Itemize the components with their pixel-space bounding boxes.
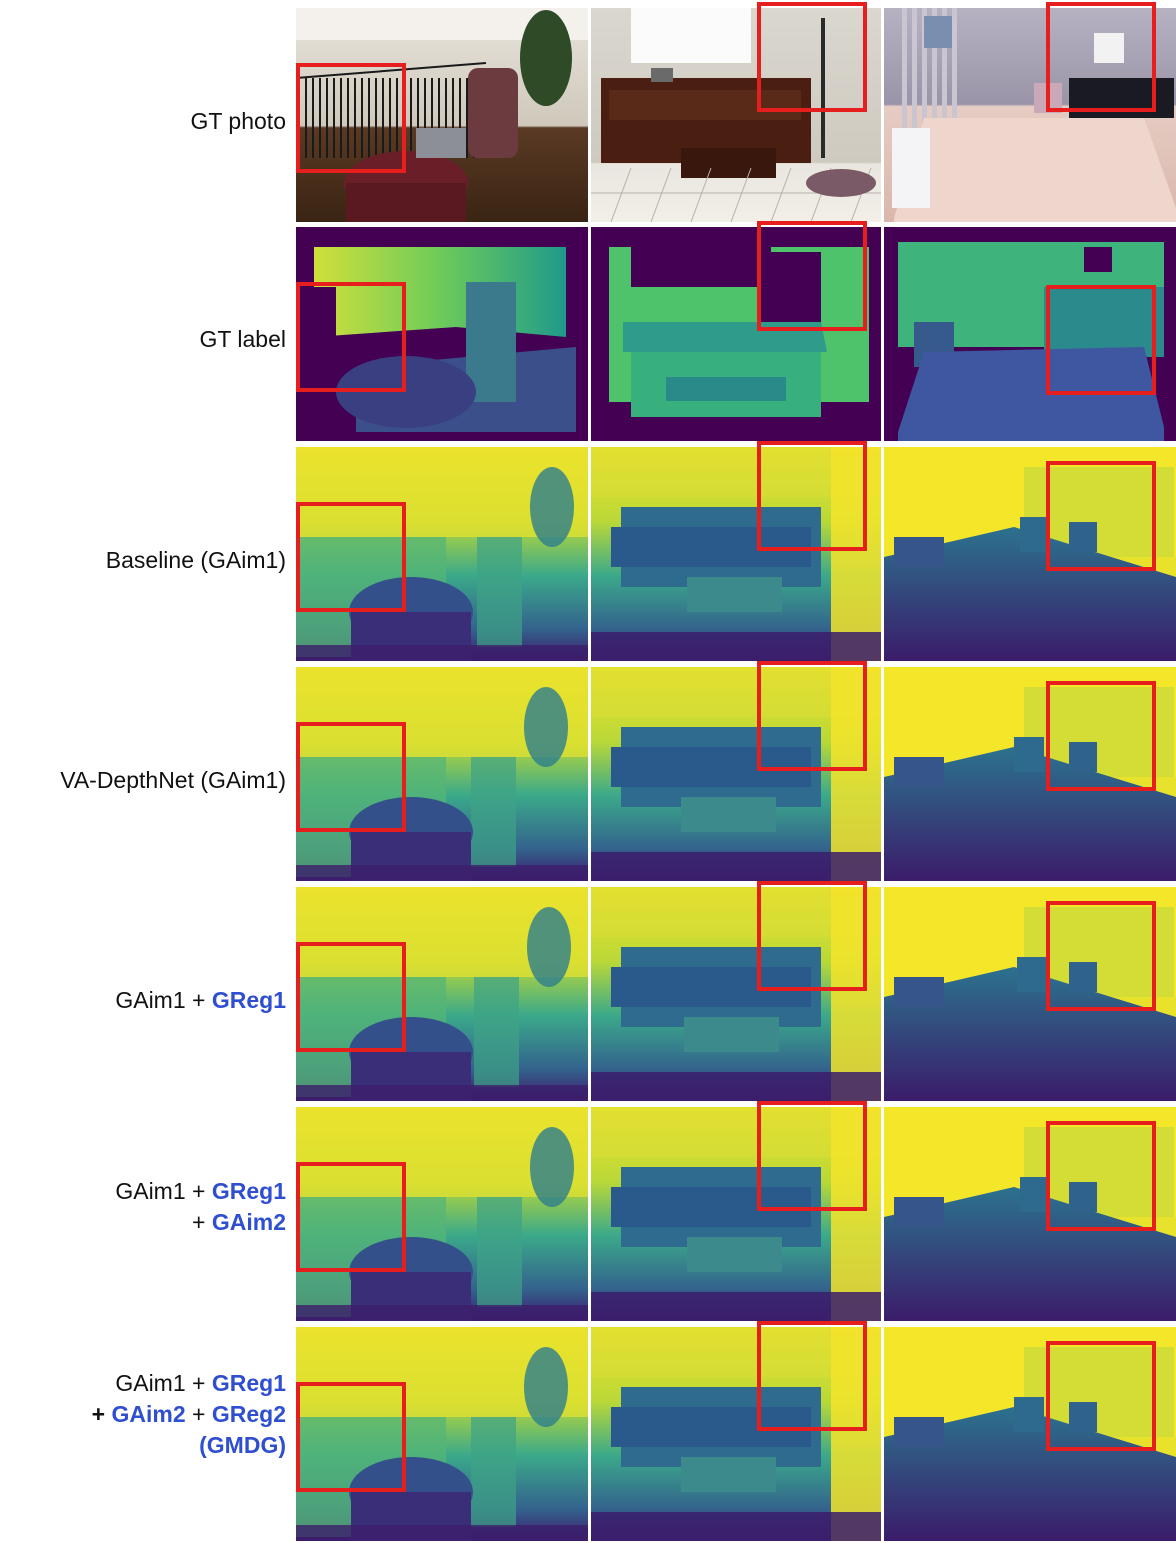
va-depthnet-highlight-box-2 — [757, 661, 867, 771]
gt-photo-image-1 — [296, 8, 588, 222]
baseline-image-3 — [884, 447, 1176, 661]
gt-photo-image-2 — [591, 8, 881, 222]
baseline-highlight-box-2 — [757, 441, 867, 551]
gaim1-greg1-gaim2-highlight-box-3 — [1046, 1121, 1156, 1231]
gaim1-greg1-image-2 — [591, 887, 881, 1101]
gmdg-image-1 — [296, 1327, 588, 1541]
method-gaim2: GAim2 — [111, 1401, 186, 1427]
method-greg1: GReg1 — [211, 987, 286, 1013]
gmdg-highlight-box-3 — [1046, 1341, 1156, 1451]
gt-photo-highlight-box-2 — [757, 2, 867, 112]
row-label-gaim1-greg1-gaim2: GAim1 + GReg1 + GAim2 — [115, 1178, 286, 1235]
gaim1-greg1-gaim2-highlight-box-2 — [757, 1101, 867, 1211]
gaim1-greg1-gaim2-highlight-box-1 — [296, 1162, 406, 1272]
va-depthnet-highlight-box-1 — [296, 722, 406, 832]
row-label-gt-label: GT label — [199, 326, 286, 352]
gt-label-image-3 — [884, 227, 1176, 441]
gaim1-greg1-gaim2-image-2 — [591, 1107, 881, 1321]
gaim1-greg1-highlight-box-1 — [296, 942, 406, 1052]
method-greg1: GReg1 — [211, 1370, 286, 1396]
method-gmdg: (GMDG) — [199, 1432, 286, 1458]
baseline-highlight-box-3 — [1046, 461, 1156, 571]
gaim1-greg1-highlight-box-2 — [757, 881, 867, 991]
gmdg-image-2 — [591, 1327, 881, 1541]
gt-label-image-2 — [591, 227, 881, 441]
va-depthnet-image-2 — [591, 667, 881, 881]
gaim1-greg1-image-3 — [884, 887, 1176, 1101]
gt-photo-image-3 — [884, 8, 1176, 222]
gmdg-highlight-box-1 — [296, 1382, 406, 1492]
gt-photo-highlight-box-3 — [1046, 2, 1156, 112]
gt-label-highlight-box-1 — [296, 282, 406, 392]
gmdg-highlight-box-2 — [757, 1321, 867, 1431]
gaim1-greg1-gaim2-image-1 — [296, 1107, 588, 1321]
row-label-gaim1-greg1: GAim1 + GReg1 — [115, 987, 286, 1013]
plus-sign: + — [185, 1401, 212, 1427]
va-depthnet-image-3 — [884, 667, 1176, 881]
method-greg2: GReg2 — [211, 1401, 286, 1427]
plus-sign-bold: + — [91, 1401, 112, 1427]
gaim1-greg1-highlight-box-3 — [1046, 901, 1156, 1011]
method-greg1: GReg1 — [211, 1178, 286, 1204]
baseline-highlight-box-1 — [296, 502, 406, 612]
method-gaim2: GAim2 — [211, 1209, 286, 1235]
va-depthnet-image-1 — [296, 667, 588, 881]
row-label-va-depthnet: VA-DepthNet (GAim1) — [60, 767, 286, 793]
gt-label-highlight-box-3 — [1046, 285, 1156, 395]
va-depthnet-highlight-box-3 — [1046, 681, 1156, 791]
row-label-baseline: Baseline (GAim1) — [105, 547, 286, 573]
row-label-gmdg: GAim1 + GReg1 + GAim2 + GReg2 (GMDG) — [91, 1370, 286, 1458]
gaim1-greg1-image-1 — [296, 887, 588, 1101]
gmdg-image-3 — [884, 1327, 1176, 1541]
row-label-gt-photo: GT photo — [190, 108, 286, 134]
baseline-image-1 — [296, 447, 588, 661]
plus-sign: + — [192, 1209, 212, 1235]
gt-label-highlight-box-2 — [757, 221, 867, 331]
gt-photo-highlight-box-1 — [296, 63, 406, 173]
gt-label-image-1 — [296, 227, 588, 441]
